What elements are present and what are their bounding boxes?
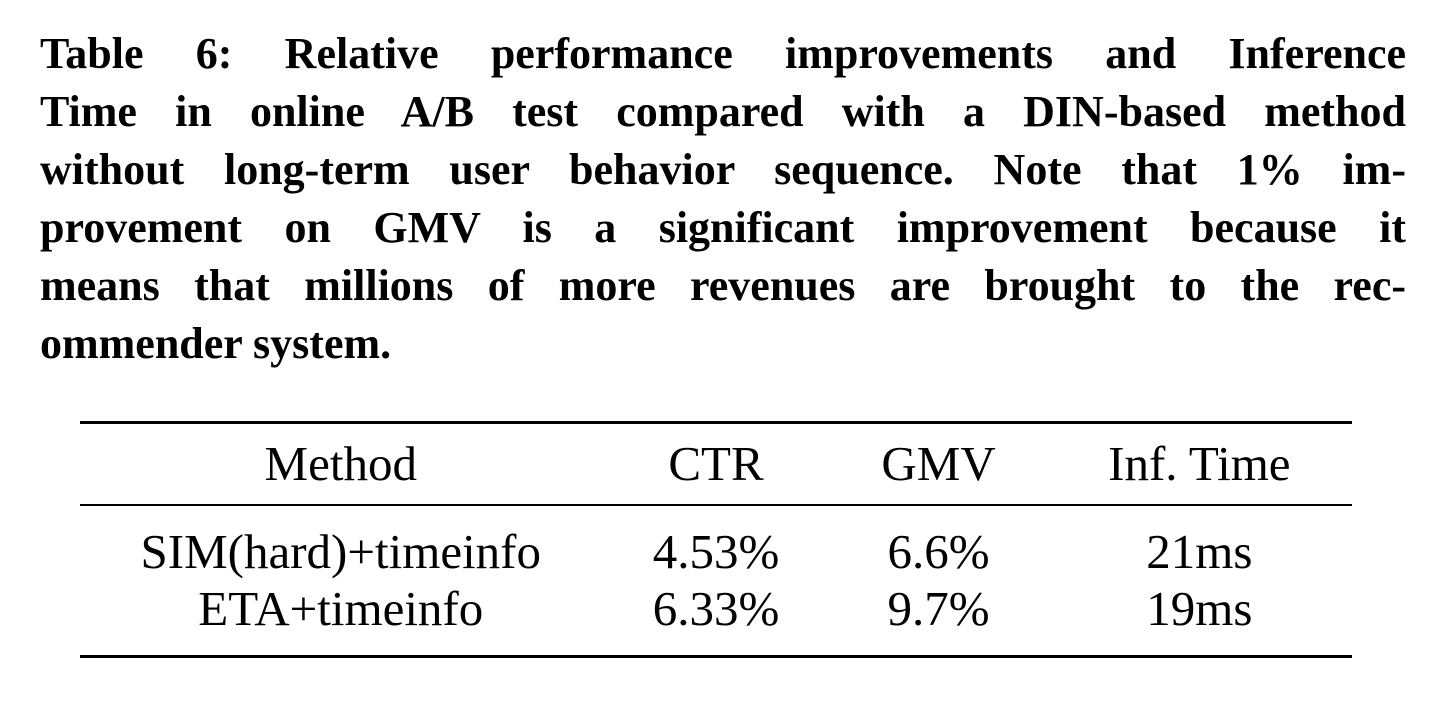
col-header-gmv: GMV [830,422,1047,506]
caption-line-2: Time in online A/B test compared with a … [40,87,1406,136]
cell-inf-time: 21ms [1146,523,1253,579]
cell-inf-time: 19ms [1146,580,1253,636]
caption-line-6: ommender system. [40,319,392,368]
cell-method: ETA+timeinfo [198,580,484,636]
cell-gmv: 6.6% [887,523,990,579]
caption-line-3: without long-term user behavior sequence… [40,145,1406,194]
table-header-row: Method CTR GMV Inf. Time [80,422,1352,506]
caption-line-5: means that millions of more revenues are… [40,261,1406,310]
cell-gmv: 9.7% [887,580,990,636]
col-header-inf-time: Inf. Time [1046,422,1352,506]
table-caption: Table 6: Relative performance improvemen… [40,25,1406,373]
cell-method: SIM(hard)+timeinfo [140,523,542,579]
col-header-ctr: CTR [601,422,831,506]
table-row-sim-hard-timeinfo: SIM(hard)+timeinfo 4.53% 6.6% 21ms [80,505,1352,580]
table-row-eta-timeinfo: ETA+timeinfo 6.33% 9.7% 19ms [80,580,1352,657]
results-table: Method CTR GMV Inf. Time SIM(hard)+timei… [80,421,1352,658]
col-header-method: Method [80,422,602,506]
cell-ctr: 6.33% [652,580,780,636]
cell-ctr: 4.53% [652,523,780,579]
caption-line-4: provement on GMV is a significant improv… [40,203,1406,252]
caption-line-1: Table 6: Relative performance improvemen… [40,29,1406,78]
